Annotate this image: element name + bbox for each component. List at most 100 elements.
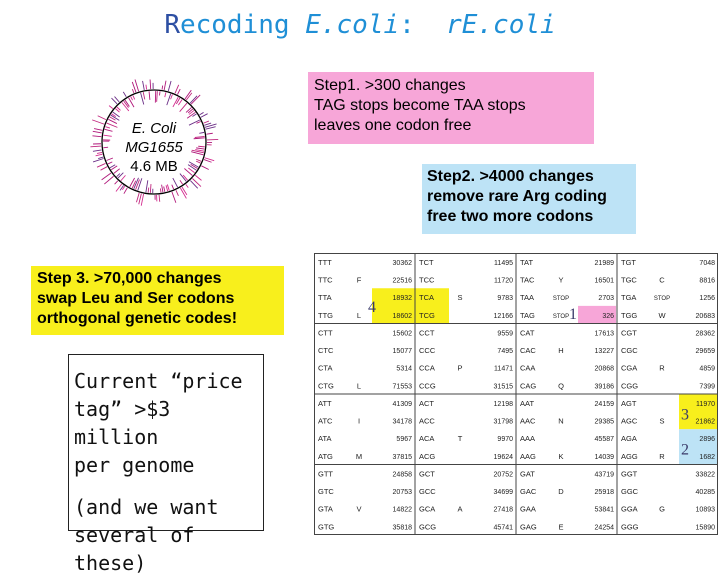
gene-tick: [160, 188, 161, 192]
codon-count: 7048: [699, 260, 715, 267]
slide-title: Recoding E.coli: rE.coli: [0, 10, 720, 40]
codon-count: 8816: [699, 278, 715, 285]
codon-count: 9783: [497, 295, 513, 302]
codon-count: 20868: [595, 366, 615, 373]
codon-label: GCT: [419, 469, 435, 478]
codon-label: AAC: [520, 417, 536, 426]
codon-label: TGC: [621, 276, 637, 285]
amino-acid-label: STOP: [654, 296, 670, 302]
codon-count: 11970: [696, 401, 715, 408]
price-line: tag” >$3 million: [74, 395, 258, 451]
gene-tick: [195, 175, 201, 180]
gene-tick: [167, 94, 171, 105]
gene-tick: [173, 178, 178, 187]
codon-label: TAA: [520, 293, 534, 302]
codon-label: ACT: [419, 399, 434, 408]
codon-count: 40285: [696, 489, 716, 496]
gene-tick: [132, 89, 134, 93]
amino-acid-label: M: [356, 452, 362, 461]
gene-tick: [177, 89, 180, 94]
codon-label: AAG: [520, 452, 536, 461]
genome-name: E. Coli: [84, 119, 224, 138]
codon-label: CGC: [621, 346, 638, 355]
step1-line: TAG stops become TAA stops: [314, 96, 588, 116]
codon-count: 15077: [393, 348, 413, 355]
genome-size: 4.6 MB: [84, 157, 224, 176]
codon-label: GTC: [318, 487, 334, 496]
codon-count: 35818: [393, 524, 413, 531]
codon-count: 31515: [494, 383, 514, 390]
amino-acid-label: Q: [558, 381, 564, 390]
codon-count: 1682: [699, 454, 715, 461]
gene-tick: [116, 184, 122, 191]
gene-tick: [168, 81, 171, 91]
codon-label: ATG: [318, 452, 333, 461]
amino-acid-label: S: [457, 293, 462, 302]
step2-line: remove rare Arg coding: [427, 187, 631, 207]
gene-tick: [143, 92, 145, 99]
gene-tick: [191, 95, 200, 104]
codon-label: CAT: [520, 328, 535, 337]
codon-label: TCG: [419, 311, 435, 320]
codon-label: GAC: [520, 487, 537, 496]
codon-label: CTC: [318, 346, 334, 355]
codon-label: CGT: [621, 328, 637, 337]
codon-count: 9559: [497, 330, 513, 337]
amino-acid-label: T: [458, 434, 463, 443]
gene-tick: [146, 85, 147, 90]
codon-label: ATT: [318, 399, 332, 408]
codon-label: GGC: [621, 487, 639, 496]
codon-count: 1256: [699, 295, 715, 302]
gene-tick: [141, 194, 143, 206]
codon-label: GTT: [318, 469, 333, 478]
gene-tick: [180, 180, 183, 184]
codon-label: GCC: [419, 487, 436, 496]
codon-count: 13227: [595, 348, 615, 355]
codon-label: ACG: [419, 452, 435, 461]
gene-tick: [143, 81, 145, 90]
codon-label: GAT: [520, 469, 535, 478]
codon-count: 24159: [595, 401, 615, 408]
gene-tick: [150, 184, 151, 193]
codon-count: 5967: [396, 436, 412, 443]
codon-count: 20753: [393, 489, 413, 496]
gene-tick: [131, 97, 133, 101]
gene-tick: [146, 180, 148, 192]
gene-tick: [159, 195, 160, 202]
gene-tick: [135, 79, 139, 91]
step1-line: leaves one codon free: [314, 116, 588, 136]
codon-label: GTA: [318, 505, 333, 514]
amino-acid-label: C: [659, 276, 665, 285]
codon-label: TAG: [520, 311, 535, 320]
genome-label: E. Coli MG1655 4.6 MB: [84, 119, 224, 176]
codon-count: 37815: [393, 454, 413, 461]
codon-label: TTC: [318, 276, 333, 285]
codon-count: 24858: [393, 471, 413, 478]
step3-line: swap Leu and Ser codons: [37, 289, 278, 309]
codon-label: ATC: [318, 417, 333, 426]
codon-count: 28362: [696, 330, 716, 337]
codon-label: AAT: [520, 399, 534, 408]
codon-count: 27418: [494, 507, 514, 514]
amino-acid-label: N: [558, 417, 563, 426]
step1-marker: 1: [569, 306, 577, 323]
codon-count: 2896: [699, 436, 715, 443]
codon-count: 34178: [393, 419, 413, 426]
codon-label: GGA: [621, 505, 638, 514]
codon-label: CCG: [419, 381, 436, 390]
amino-acid-label: A: [457, 505, 462, 514]
gene-tick: [124, 188, 127, 194]
codon-count: 14039: [595, 454, 615, 461]
title-colon: :: [399, 10, 415, 40]
amino-acid-label: R: [659, 364, 665, 373]
gene-tick: [123, 92, 126, 97]
step3-line: orthogonal genetic codes!: [37, 309, 278, 329]
codon-label: CCT: [419, 328, 435, 337]
amino-acid-label: Y: [558, 276, 563, 285]
gene-tick: [165, 92, 166, 97]
amino-acid-label: L: [357, 381, 361, 390]
gene-tick: [149, 91, 150, 100]
codon-label: CCC: [419, 346, 436, 355]
step3-marker: 4: [368, 299, 376, 316]
codon-count: 18602: [393, 313, 413, 320]
